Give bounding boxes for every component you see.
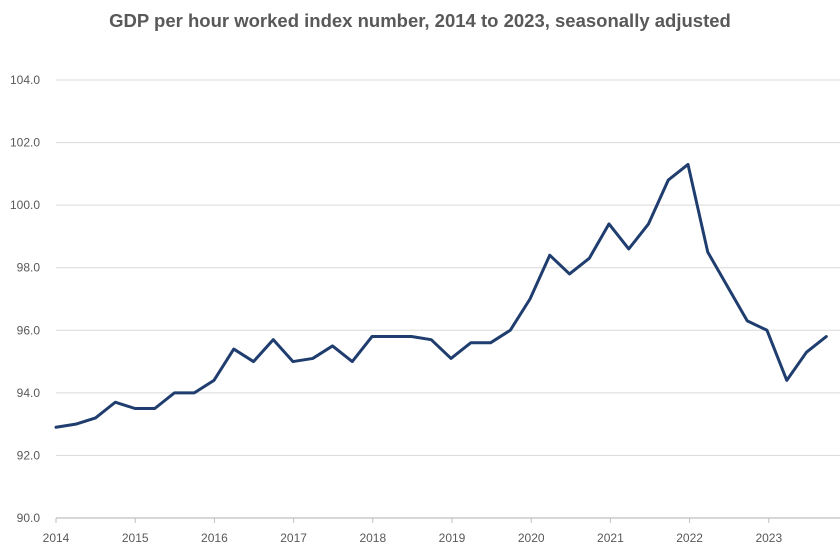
- y-tick-label: 90.0: [17, 511, 41, 525]
- y-tick-label: 102.0: [10, 136, 40, 150]
- x-tick-label: 2017: [280, 531, 307, 545]
- y-axis-labels: 90.0 92.0 94.0 96.0 98.0 100.0 102.0 104.0: [10, 73, 40, 525]
- x-axis-labels: 2014 2015 2016 2017 2018 2019 2020 2021 2022 2023: [43, 531, 783, 545]
- x-tick-label: 2018: [359, 531, 386, 545]
- y-tick-label: 92.0: [17, 448, 41, 462]
- x-tick-label: 2015: [122, 531, 149, 545]
- y-tick-label: 104.0: [10, 73, 40, 87]
- x-tick-label: 2014: [43, 531, 70, 545]
- y-tick-label: 96.0: [17, 323, 41, 337]
- y-tick-label: 100.0: [10, 198, 40, 212]
- y-tick-label: 94.0: [17, 386, 41, 400]
- x-tick-label: 2020: [518, 531, 545, 545]
- y-tick-label: 98.0: [17, 261, 41, 275]
- x-tick-label: 2016: [201, 531, 228, 545]
- grid-lines: [56, 79, 840, 519]
- x-tick-label: 2023: [755, 531, 782, 545]
- x-tick-label: 2019: [439, 531, 466, 545]
- series-line-gdp-per-hour: [54, 162, 828, 429]
- chart-title: GDP per hour worked index number, 2014 t…: [109, 10, 731, 31]
- x-axis-ticks: [55, 518, 770, 523]
- x-tick-label: 2022: [676, 531, 703, 545]
- x-tick-label: 2021: [597, 531, 624, 545]
